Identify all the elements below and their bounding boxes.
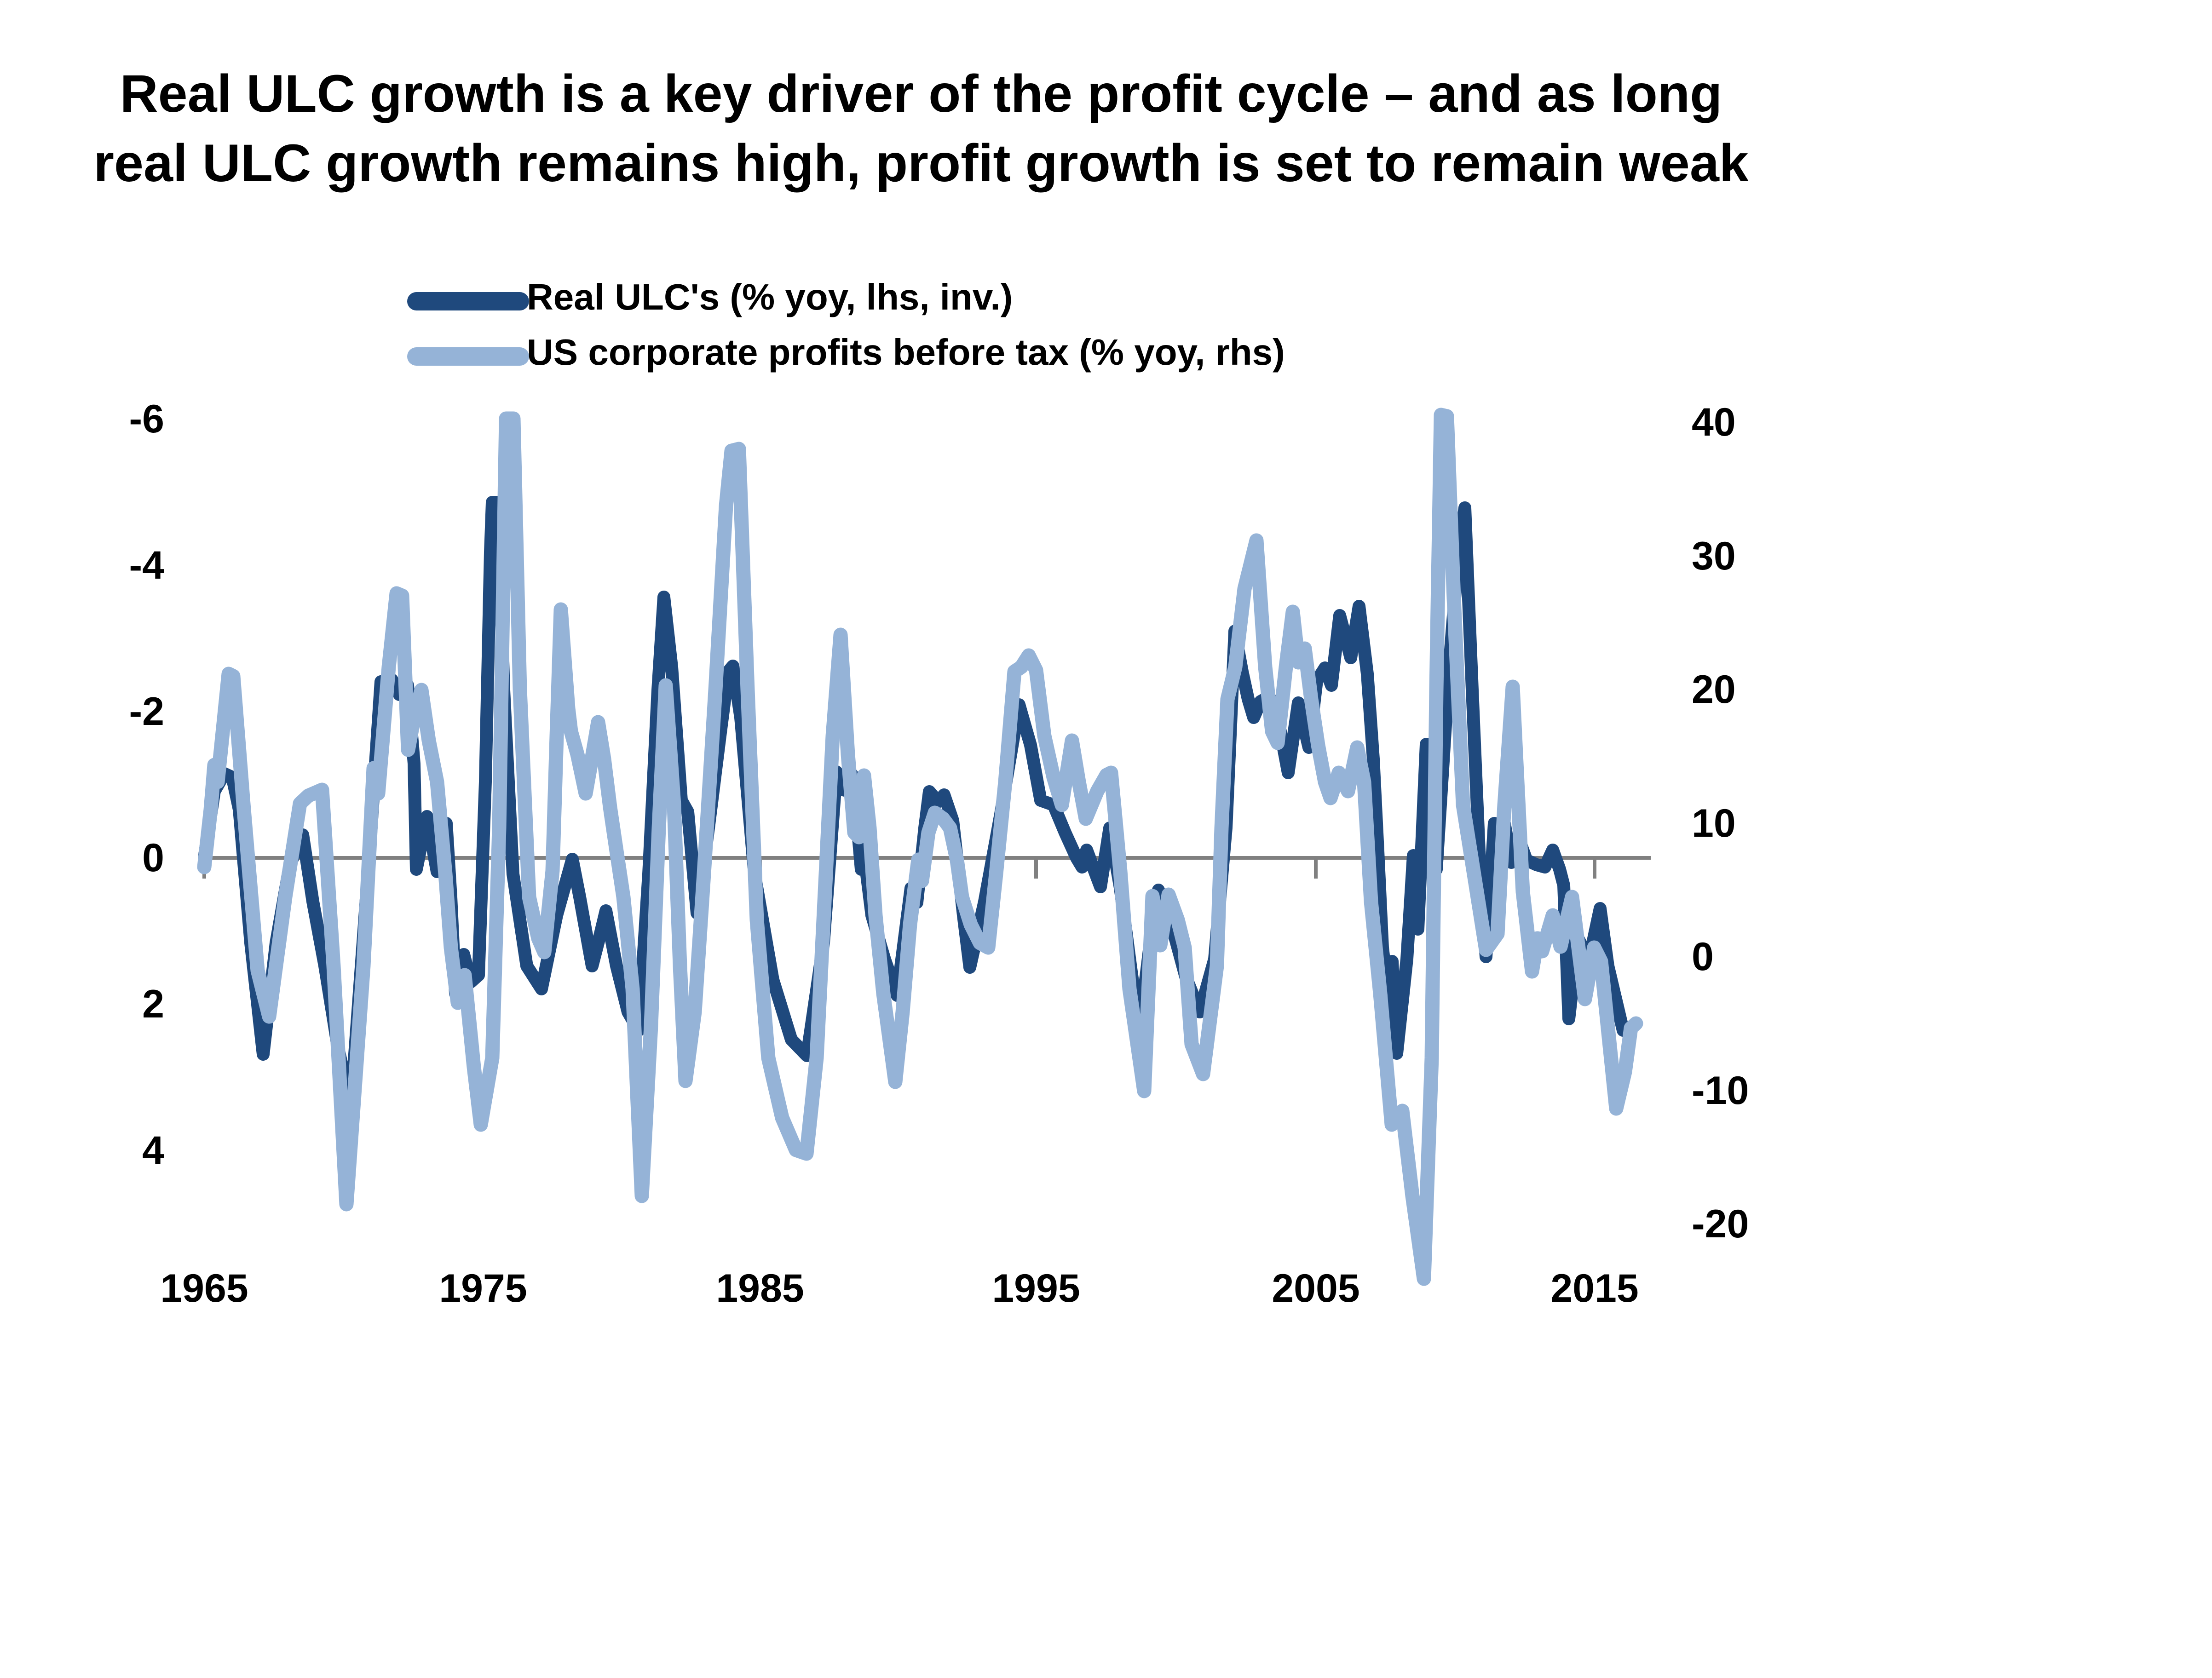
- svg-text:-4: -4: [129, 543, 165, 587]
- svg-text:0: 0: [1692, 935, 1714, 979]
- svg-text:1975: 1975: [439, 1266, 527, 1310]
- svg-text:4: 4: [142, 1128, 164, 1172]
- svg-text:20: 20: [1692, 667, 1736, 712]
- svg-text:10: 10: [1692, 801, 1736, 845]
- svg-text:0: 0: [142, 836, 164, 880]
- svg-text:-6: -6: [129, 397, 164, 441]
- svg-text:US corporate profits before ta: US corporate profits before tax (% yoy, …: [527, 332, 1285, 373]
- svg-text:1995: 1995: [992, 1266, 1080, 1310]
- svg-text:1985: 1985: [716, 1266, 804, 1310]
- svg-text:2015: 2015: [1550, 1266, 1638, 1310]
- svg-text:2005: 2005: [1272, 1266, 1359, 1310]
- svg-text:2: 2: [142, 982, 164, 1026]
- svg-text:-20: -20: [1692, 1202, 1749, 1246]
- svg-text:40: 40: [1692, 400, 1736, 444]
- svg-text:30: 30: [1692, 534, 1736, 578]
- svg-text:-10: -10: [1692, 1069, 1749, 1113]
- svg-text:Real ULC's (% yoy, lhs, inv.): Real ULC's (% yoy, lhs, inv.): [527, 276, 1013, 317]
- svg-text:-2: -2: [129, 690, 164, 734]
- svg-text:1965: 1965: [160, 1266, 248, 1310]
